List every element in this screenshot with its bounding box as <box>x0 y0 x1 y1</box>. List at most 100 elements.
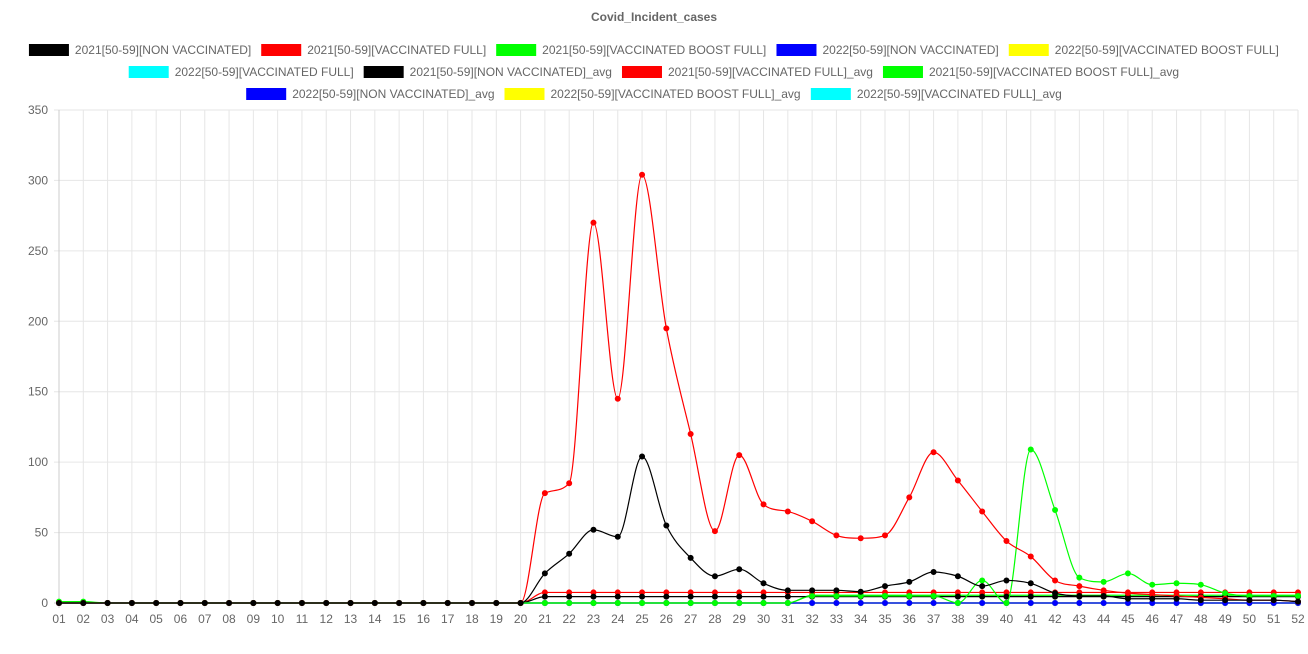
data-point[interactable] <box>954 573 961 580</box>
data-point[interactable] <box>833 532 840 539</box>
data-point[interactable] <box>1076 574 1083 581</box>
data-point[interactable] <box>590 600 597 606</box>
data-point[interactable] <box>1027 580 1034 587</box>
data-point[interactable] <box>639 593 646 600</box>
data-point[interactable] <box>444 600 451 606</box>
data-point[interactable] <box>1003 600 1010 606</box>
data-point[interactable] <box>639 600 646 606</box>
data-point[interactable] <box>566 593 573 600</box>
data-point[interactable] <box>906 600 913 606</box>
data-point[interactable] <box>323 600 330 606</box>
data-point[interactable] <box>906 578 913 585</box>
legend-item[interactable]: 2021[50-59][VACCINATED BOOST FULL]_avg <box>882 65 1179 79</box>
data-point[interactable] <box>177 600 184 606</box>
data-point[interactable] <box>736 593 743 600</box>
data-point[interactable] <box>784 593 791 600</box>
data-point[interactable] <box>784 587 791 594</box>
data-point[interactable] <box>1295 592 1301 599</box>
data-point[interactable] <box>1197 581 1204 588</box>
data-point[interactable] <box>687 600 694 606</box>
data-point[interactable] <box>298 600 305 606</box>
legend-item[interactable]: 2022[50-59][NON VACCINATED]_avg <box>246 87 495 101</box>
data-point[interactable] <box>882 592 888 599</box>
data-point[interactable] <box>833 592 840 599</box>
data-point[interactable] <box>566 550 573 557</box>
data-point[interactable] <box>1076 583 1083 590</box>
data-point[interactable] <box>1295 598 1301 605</box>
data-point[interactable] <box>736 566 743 573</box>
data-point[interactable] <box>1027 600 1034 606</box>
legend-item[interactable]: 2022[50-59][NON VACCINATED] <box>776 43 999 57</box>
data-point[interactable] <box>274 600 281 606</box>
data-point[interactable] <box>590 526 597 533</box>
data-point[interactable] <box>784 508 791 515</box>
data-point[interactable] <box>882 600 888 606</box>
data-point[interactable] <box>784 600 791 606</box>
data-point[interactable] <box>930 600 937 606</box>
data-point[interactable] <box>1027 593 1034 600</box>
data-point[interactable] <box>979 600 986 606</box>
data-point[interactable] <box>541 600 548 606</box>
data-point[interactable] <box>809 587 816 594</box>
data-point[interactable] <box>979 508 986 515</box>
data-point[interactable] <box>760 593 767 600</box>
data-point[interactable] <box>493 600 500 606</box>
data-point[interactable] <box>809 592 816 599</box>
data-point[interactable] <box>153 600 160 606</box>
data-point[interactable] <box>809 600 816 606</box>
data-point[interactable] <box>201 600 208 606</box>
data-point[interactable] <box>906 494 913 501</box>
legend-item[interactable]: 2021[50-59][VACCINATED FULL]_avg <box>621 65 873 79</box>
legend-item[interactable]: 2022[50-59][VACCINATED FULL] <box>128 65 354 79</box>
data-point[interactable] <box>736 452 743 459</box>
data-point[interactable] <box>979 577 986 584</box>
data-point[interactable] <box>541 490 548 497</box>
data-point[interactable] <box>590 219 597 226</box>
data-point[interactable] <box>930 592 937 599</box>
data-point[interactable] <box>614 600 621 606</box>
data-point[interactable] <box>687 593 694 600</box>
data-point[interactable] <box>1173 595 1180 602</box>
data-point[interactable] <box>930 449 937 456</box>
data-point[interactable] <box>833 600 840 606</box>
data-point[interactable] <box>954 477 961 484</box>
data-point[interactable] <box>1052 600 1059 606</box>
data-point[interactable] <box>711 573 718 580</box>
legend-item[interactable]: 2022[50-59][VACCINATED BOOST FULL]_avg <box>504 87 801 101</box>
data-point[interactable] <box>857 588 864 595</box>
data-point[interactable] <box>906 592 913 599</box>
data-point[interactable] <box>1003 593 1010 600</box>
data-point[interactable] <box>469 600 475 606</box>
data-point[interactable] <box>711 593 718 600</box>
data-point[interactable] <box>1052 507 1059 514</box>
data-point[interactable] <box>614 593 621 600</box>
data-point[interactable] <box>1076 592 1083 599</box>
data-point[interactable] <box>760 600 767 606</box>
legend-item[interactable]: 2021[50-59][NON VACCINATED]_avg <box>363 65 612 79</box>
data-point[interactable] <box>1100 587 1107 594</box>
data-point[interactable] <box>80 600 87 606</box>
data-point[interactable] <box>1173 580 1180 587</box>
data-point[interactable] <box>1222 597 1229 604</box>
data-point[interactable] <box>1124 570 1131 577</box>
data-point[interactable] <box>1027 553 1034 560</box>
data-point[interactable] <box>663 600 670 606</box>
data-point[interactable] <box>1197 597 1204 604</box>
data-point[interactable] <box>663 593 670 600</box>
data-point[interactable] <box>639 171 646 178</box>
data-point[interactable] <box>1149 595 1156 602</box>
data-point[interactable] <box>954 600 961 606</box>
data-point[interactable] <box>517 600 524 606</box>
data-point[interactable] <box>1003 538 1010 545</box>
data-point[interactable] <box>1076 600 1083 606</box>
data-point[interactable] <box>1003 577 1010 584</box>
legend-item[interactable]: 2021[50-59][VACCINATED BOOST FULL] <box>496 43 766 57</box>
data-point[interactable] <box>979 593 986 600</box>
data-point[interactable] <box>541 593 548 600</box>
data-point[interactable] <box>1270 597 1277 604</box>
data-point[interactable] <box>566 480 573 487</box>
data-point[interactable] <box>1052 577 1059 584</box>
data-point[interactable] <box>250 600 257 606</box>
data-point[interactable] <box>639 453 646 460</box>
data-point[interactable] <box>1246 597 1253 604</box>
